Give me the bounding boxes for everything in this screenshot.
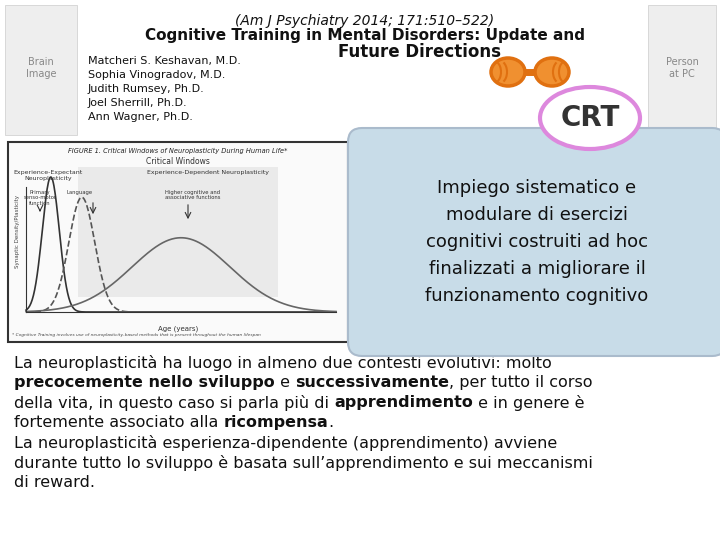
Text: .: . xyxy=(328,415,333,430)
Text: La neuroplasticità ha luogo in almeno due contesti evolutivi: molto: La neuroplasticità ha luogo in almeno du… xyxy=(14,355,552,371)
Text: FIGURE 1. Critical Windows of Neuroplasticity During Human Life*: FIGURE 1. Critical Windows of Neuroplast… xyxy=(68,148,288,154)
Text: fortemente associato alla: fortemente associato alla xyxy=(14,415,223,430)
FancyBboxPatch shape xyxy=(648,5,716,135)
Text: Matcheri S. Keshavan, M.D.: Matcheri S. Keshavan, M.D. xyxy=(88,56,241,66)
Text: (Am J Psychiatry 2014; 171:510–522): (Am J Psychiatry 2014; 171:510–522) xyxy=(235,14,495,28)
Text: La neuroplasticità esperienza-dipendente (apprendimento) avviene: La neuroplasticità esperienza-dipendente… xyxy=(14,435,557,451)
Text: apprendimento: apprendimento xyxy=(334,395,473,410)
Text: Person
at PC: Person at PC xyxy=(665,57,698,79)
Text: Sophia Vinogradov, M.D.: Sophia Vinogradov, M.D. xyxy=(88,70,225,80)
FancyBboxPatch shape xyxy=(8,142,348,342)
Text: CRT: CRT xyxy=(560,104,620,132)
Ellipse shape xyxy=(540,87,640,149)
Text: Experience-Dependent Neuroplasticity: Experience-Dependent Neuroplasticity xyxy=(147,170,269,175)
Text: della vita, in questo caso si parla più di: della vita, in questo caso si parla più … xyxy=(14,395,334,411)
Text: * Cognitive Training involves use of neuroplasticity-based methods that is prese: * Cognitive Training involves use of neu… xyxy=(12,333,261,337)
FancyBboxPatch shape xyxy=(348,128,720,356)
Text: , per tutto il corso: , per tutto il corso xyxy=(449,375,593,390)
Text: Language: Language xyxy=(67,190,93,195)
Text: Synaptic Density/Plasticity: Synaptic Density/Plasticity xyxy=(16,195,20,268)
FancyBboxPatch shape xyxy=(78,167,278,297)
Text: Experience-Expectant
Neuroplasticity: Experience-Expectant Neuroplasticity xyxy=(14,170,83,181)
Text: Brain
Image: Brain Image xyxy=(26,57,56,79)
Text: Judith Rumsey, Ph.D.: Judith Rumsey, Ph.D. xyxy=(88,84,204,94)
Text: Ann Wagner, Ph.D.: Ann Wagner, Ph.D. xyxy=(88,112,193,122)
Text: Primary
senso-motor
function: Primary senso-motor function xyxy=(24,190,57,206)
Text: Impiego sistematico e
modulare di esercizi
cognitivi costruiti ad hoc
finalizzat: Impiego sistematico e modulare di eserci… xyxy=(426,179,649,305)
Ellipse shape xyxy=(491,58,525,86)
Ellipse shape xyxy=(535,58,569,86)
Text: di reward.: di reward. xyxy=(14,475,95,490)
Text: Critical Windows: Critical Windows xyxy=(146,157,210,166)
Text: durante tutto lo sviluppo è basata sull’apprendimento e sui meccanismi: durante tutto lo sviluppo è basata sull’… xyxy=(14,455,593,471)
Text: ricompensa: ricompensa xyxy=(223,415,328,430)
Text: e: e xyxy=(275,375,295,390)
Text: precocemente nello sviluppo: precocemente nello sviluppo xyxy=(14,375,275,390)
Text: successivamente: successivamente xyxy=(295,375,449,390)
Text: Future Directions: Future Directions xyxy=(338,43,502,61)
Text: e in genere è: e in genere è xyxy=(473,395,585,411)
Text: Joel Sherrill, Ph.D.: Joel Sherrill, Ph.D. xyxy=(88,98,188,108)
FancyBboxPatch shape xyxy=(5,5,77,135)
Text: Higher cognitive and
associative functions: Higher cognitive and associative functio… xyxy=(166,190,221,200)
Text: Cognitive Training in Mental Disorders: Update and: Cognitive Training in Mental Disorders: … xyxy=(145,28,585,43)
Text: Age (years): Age (years) xyxy=(158,326,198,333)
